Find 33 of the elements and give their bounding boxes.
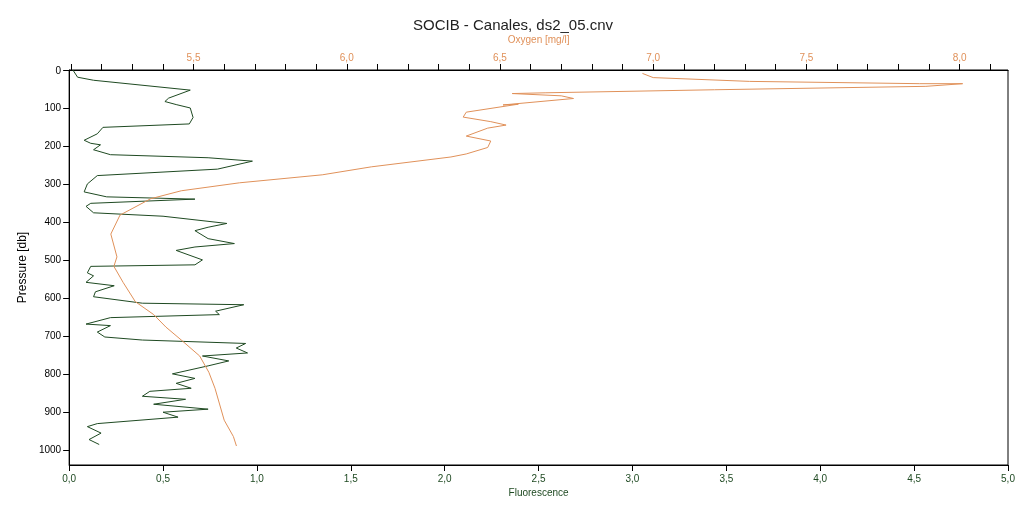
x-tick-label: 3,0 [625,472,640,484]
x2-tick-label: 7,0 [646,51,661,63]
line-series [72,69,253,445]
y-axis-title: Pressure [db] [15,231,29,304]
y-tick-label: 100 [44,102,62,114]
y-tick-label: 800 [44,368,62,380]
x-tick-label: 3,5 [719,472,734,484]
chart-title: SOCIB - Canales, ds2_05.cnv [412,16,614,33]
x2-axis-title: Oxygen [mg/l] [507,33,570,45]
y-tick-label: 900 [44,406,62,418]
y-tick-label: 500 [44,254,62,266]
x-tick-label: 4,0 [813,472,828,484]
y-tick-label: 1000 [38,444,62,456]
x2-tick-label: 8,0 [952,51,967,63]
x2-tick-label: 7,5 [799,51,814,63]
x-tick-label: 1,5 [343,472,359,484]
y-tick-label: 0 [55,64,62,76]
y-tick-label: 700 [44,330,62,342]
x-tick-label: 2,0 [437,472,453,484]
x-axis-title: Fluorescence [508,487,570,499]
y-tick-label: 600 [44,292,62,304]
y-tick-label: 400 [44,216,62,228]
x-tick-label: 0,0 [62,472,77,484]
x-tick-label: 2,5 [531,472,546,484]
x-tick-label: 0,5 [156,472,171,484]
x2-tick-label: 6,0 [339,51,355,63]
x2-tick-label: 5,5 [186,51,201,63]
x2-tick-label: 6,5 [493,51,508,63]
y-tick-label: 300 [44,178,62,190]
x-tick-label: 4,5 [907,472,922,484]
x-tick-label: 1,0 [249,472,265,484]
x-tick-label: 5,0 [1001,472,1016,484]
y-tick-label: 200 [44,140,62,152]
